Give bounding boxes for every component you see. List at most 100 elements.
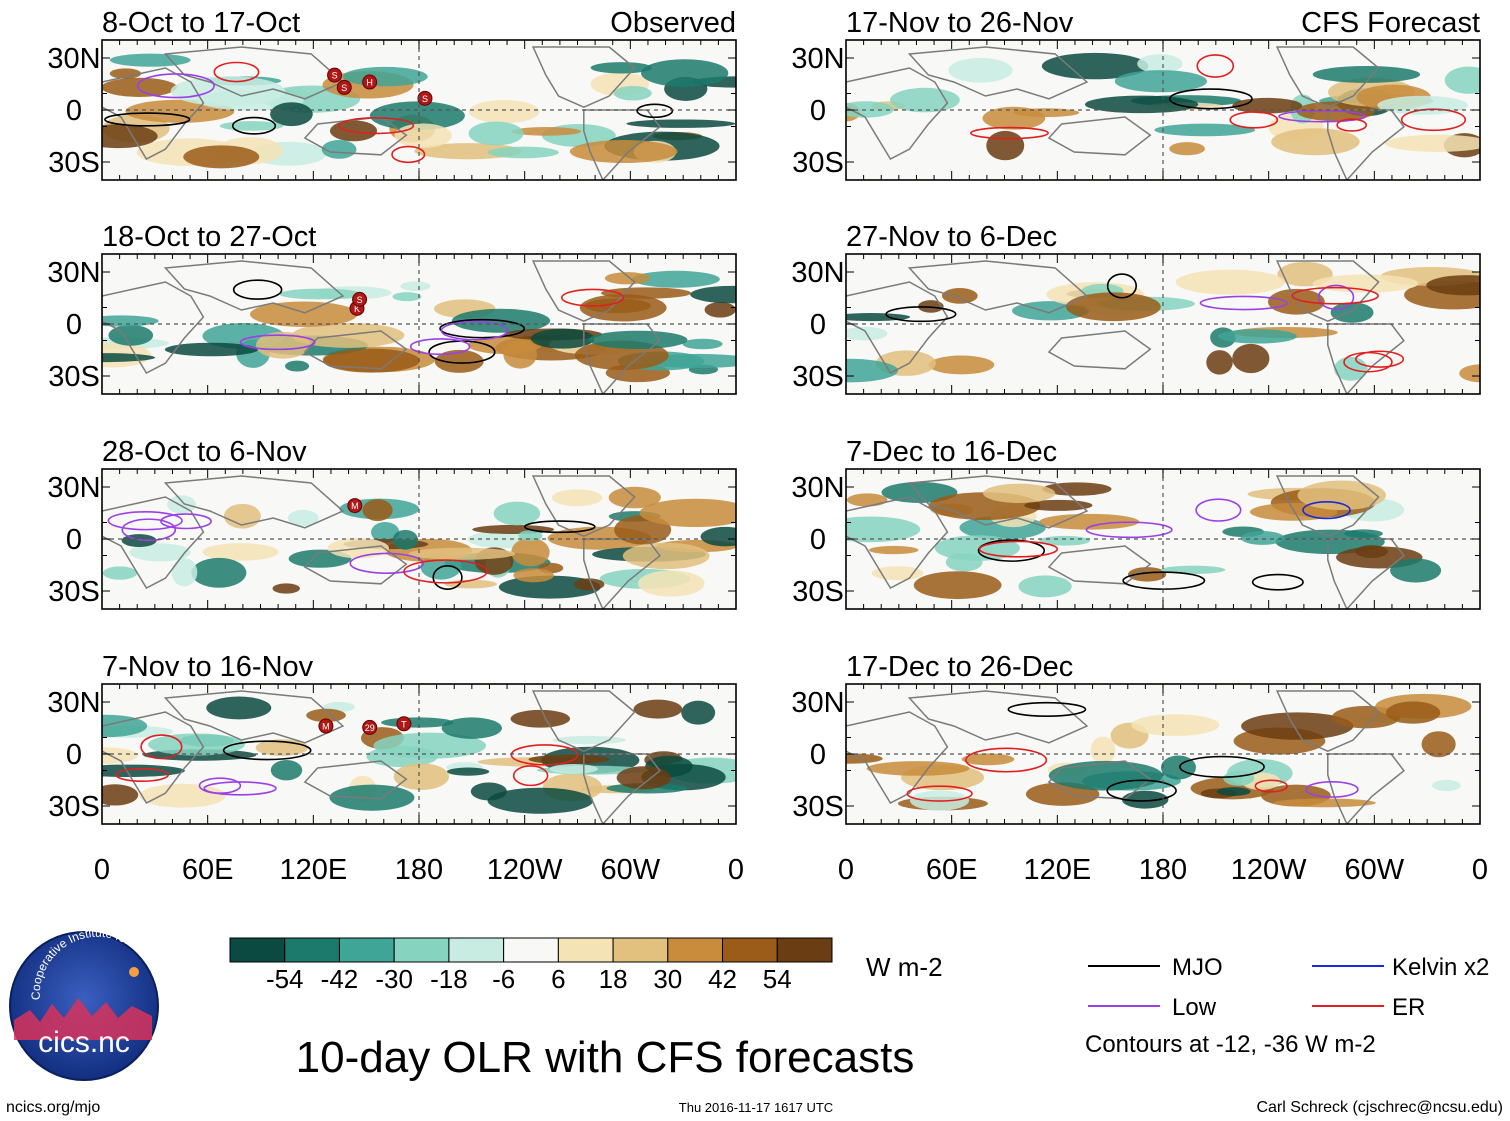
olr-anomaly-patch [202, 543, 279, 561]
olr-anomaly-patch [1024, 499, 1093, 511]
y-tick-label: 30N [791, 472, 844, 504]
colorbar-swatch [612, 937, 669, 963]
panel-2: KS 30N 0 30S 18-Oct to 27-Oct [47, 221, 737, 395]
storm-marker [417, 90, 433, 106]
olr-anomaly-patch [604, 272, 651, 285]
storm-marker-label: K [354, 304, 360, 314]
olr-anomaly-patch [109, 53, 191, 67]
olr-anomaly-patch [191, 557, 247, 588]
x-tick-label: 0 [728, 854, 744, 886]
colorbar-tick-label: -18 [430, 964, 468, 994]
olr-anomaly-patch [1042, 482, 1112, 496]
olr-anomaly-patch [868, 545, 919, 555]
olr-anomaly-patch [633, 699, 683, 719]
olr-anomaly-patch [1169, 142, 1205, 156]
colorbar-swatch [448, 937, 505, 963]
y-tick-label: 30S [792, 147, 844, 179]
olr-anomaly-patch [928, 355, 995, 375]
wave-contour [906, 785, 973, 802]
olr-field [102, 260, 736, 394]
coastline [163, 260, 345, 314]
x-tick-label: 180 [1139, 854, 1187, 886]
wave-contour [1106, 779, 1177, 802]
wave-contour [231, 116, 277, 135]
x-tick-label: 180 [395, 854, 443, 886]
coastline [303, 760, 408, 800]
olr-anomaly-patch [846, 326, 888, 341]
main-title: 10-day OLR with CFS forecasts [296, 1033, 915, 1082]
olr-anomaly-patch [1137, 54, 1183, 74]
footer-timestamp: Thu 2016-11-17 1617 UTC [679, 1100, 833, 1115]
wave-contour [1085, 521, 1173, 539]
olr-anomaly-patch [584, 298, 651, 314]
wave-contour [1007, 701, 1087, 717]
olr-anomaly-patch [1271, 128, 1360, 156]
olr-anomaly-patch [616, 766, 672, 790]
olr-anomaly-patch [102, 77, 177, 97]
storm-marker [327, 67, 343, 83]
olr-anomaly-patch [573, 578, 605, 591]
olr-anomaly-patch [613, 85, 652, 101]
colorbar-units: W m-2 [866, 952, 943, 982]
olr-anomaly-patch [1154, 123, 1256, 137]
panel-3: M 30N 0 30S 28-Oct to 6-Nov [47, 436, 737, 610]
wave-contour [121, 518, 177, 542]
y-tick-label: 30S [48, 576, 100, 608]
olr-anomaly-patch [446, 767, 490, 776]
y-tick-label: 0 [810, 739, 826, 771]
olr-anomaly-patch [1039, 513, 1140, 530]
olr-anomaly-patch [982, 106, 1046, 130]
column-header: CFS Forecast [1301, 7, 1480, 39]
coastline [163, 690, 345, 744]
x-tick-label: 120W [1231, 854, 1307, 886]
x-tick-label: 0 [838, 854, 854, 886]
x-tick-label: 60W [1345, 854, 1405, 886]
x-tick-label: 0 [1472, 854, 1488, 886]
olr-anomaly-patch [1385, 701, 1441, 724]
coastline [907, 690, 1089, 744]
olr-anomaly-patch [1432, 779, 1461, 792]
olr-anomaly-patch [511, 537, 550, 567]
wave-contour [239, 334, 316, 351]
wave-contour [1355, 350, 1405, 368]
olr-anomaly-patch [1426, 275, 1480, 296]
olr-anomaly-patch [600, 287, 692, 299]
wave-contour [965, 747, 1048, 773]
wave-contour [1251, 573, 1304, 591]
panel-6: 30N 0 30S 27-Nov to 6-Dec [791, 221, 1481, 395]
wave-contour [432, 565, 463, 590]
olr-anomaly-patch [518, 530, 543, 541]
olr-anomaly-patch [1273, 798, 1376, 808]
wave-contour [1168, 88, 1253, 110]
olr-anomaly-patch [321, 140, 357, 159]
olr-anomaly-patch [329, 120, 378, 142]
storm-marker [347, 498, 363, 514]
wave-contour [440, 320, 509, 341]
olr-anomaly-patch [511, 127, 582, 136]
wave-contour [203, 781, 277, 796]
olr-field [102, 690, 736, 824]
colorbar-swatch [776, 937, 833, 963]
panel-title: 27-Nov to 6-Dec [846, 221, 1057, 253]
olr-anomaly-patch [306, 708, 346, 723]
y-tick-label: 30N [791, 43, 844, 75]
wave-contour [222, 740, 312, 761]
y-tick-label: 30N [47, 472, 100, 504]
olr-anomaly-patch [948, 57, 1013, 83]
olr-anomaly-patch [632, 270, 720, 288]
olr-anomaly-patch [1206, 350, 1233, 375]
olr-anomaly-patch [1090, 736, 1116, 765]
olr-anomaly-patch [139, 783, 226, 808]
olr-anomaly-patch [468, 121, 524, 146]
wave-contour [1195, 498, 1242, 522]
olr-anomaly-patch [1223, 770, 1255, 786]
colorbar: -54 -42 -30 -18 -6 6 18 30 42 54 [229, 937, 833, 994]
olr-anomaly-patch [941, 288, 978, 304]
wave-contour [198, 777, 242, 795]
olr-anomaly-patch [369, 101, 465, 131]
olr-anomaly-patch [622, 542, 710, 570]
x-tick-label: 120W [487, 854, 563, 886]
wave-contour [391, 145, 426, 164]
storm-marker [318, 718, 334, 734]
